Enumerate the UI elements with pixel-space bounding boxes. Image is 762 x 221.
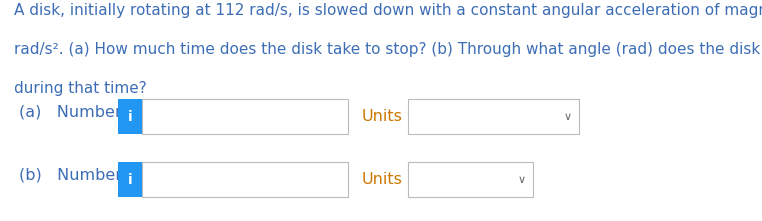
Text: Units: Units	[362, 171, 403, 187]
Text: during that time?: during that time?	[14, 81, 146, 96]
FancyBboxPatch shape	[408, 99, 579, 134]
Text: ∨: ∨	[518, 175, 526, 185]
Text: i: i	[128, 173, 133, 187]
FancyBboxPatch shape	[118, 162, 142, 197]
Text: Units: Units	[362, 109, 403, 124]
Text: (a)   Number: (a) Number	[19, 105, 122, 120]
FancyBboxPatch shape	[118, 99, 142, 134]
Text: (b)   Number: (b) Number	[19, 168, 122, 183]
FancyBboxPatch shape	[142, 162, 348, 197]
Text: A disk, initially rotating at 112 rad/s, is slowed down with a constant angular : A disk, initially rotating at 112 rad/s,…	[14, 3, 762, 18]
Text: ∨: ∨	[564, 112, 572, 122]
Text: i: i	[128, 110, 133, 124]
Text: rad/s². (a) How much time does the disk take to stop? (b) Through what angle (ra: rad/s². (a) How much time does the disk …	[14, 42, 762, 57]
FancyBboxPatch shape	[408, 162, 533, 197]
FancyBboxPatch shape	[142, 99, 348, 134]
